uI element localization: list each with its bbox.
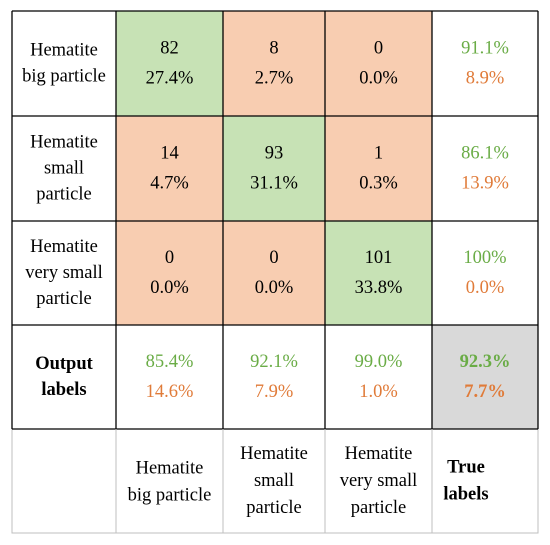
matrix-cell-0-0 [116, 11, 223, 116]
true-labels-heading-line-1: labels [443, 485, 488, 505]
row-label-2-line-1: very small [25, 263, 103, 283]
col-summary-correct-2: 99.0% [355, 352, 403, 372]
matrix-cell-1-0 [116, 116, 223, 221]
row-label-1-line-1: small [44, 159, 84, 179]
matrix-cell-1-1 [223, 116, 325, 221]
row-label-2-line-0: Hematite [30, 237, 98, 257]
output-labels-heading-line-0: Output [35, 354, 93, 374]
matrix-cell-2-2 [325, 221, 432, 325]
cell-percent-1-2: 0.3% [359, 174, 398, 194]
row-summary-error-1: 13.9% [461, 174, 509, 194]
cell-percent-2-2: 33.8% [355, 278, 403, 298]
matrix-cell-1-2 [325, 116, 432, 221]
row-label-1-line-2: particle [36, 185, 91, 205]
matrix-cell-0-2 [325, 11, 432, 116]
matrix-cell-2-0 [116, 221, 223, 325]
cell-count-0-2: 0 [374, 39, 383, 59]
row-summary-correct-0: 91.1% [461, 39, 509, 59]
cell-count-1-0: 14 [160, 144, 179, 164]
row-summary-error-2: 0.0% [466, 278, 505, 298]
column-label-2-line-1: very small [340, 471, 418, 491]
cell-count-2-1: 0 [269, 248, 278, 268]
row-label-2-line-2: particle [36, 289, 91, 309]
cell-percent-0-0: 27.4% [146, 69, 194, 89]
column-label-1-line-2: particle [246, 498, 301, 518]
col-summary-error-0: 14.6% [146, 382, 194, 402]
cell-percent-2-1: 0.0% [255, 278, 294, 298]
cell-percent-1-1: 31.1% [250, 174, 298, 194]
column-label-0-line-0: Hematite [136, 459, 204, 479]
cell-count-2-2: 101 [365, 248, 393, 268]
column-label-2-line-2: particle [351, 498, 406, 518]
col-summary-correct-1: 92.1% [250, 352, 298, 372]
cell-count-0-0: 82 [160, 39, 179, 59]
cell-percent-0-1: 2.7% [255, 69, 294, 89]
col-summary-error-1: 7.9% [255, 382, 294, 402]
overall-accuracy: 92.3% [460, 352, 511, 372]
col-summary-correct-0: 85.4% [146, 352, 194, 372]
col-summary-error-2: 1.0% [359, 382, 398, 402]
cell-count-1-2: 1 [374, 144, 383, 164]
row-label-0-line-1: big particle [22, 67, 106, 87]
overall-error: 7.7% [464, 382, 506, 402]
cell-percent-0-2: 0.0% [359, 69, 398, 89]
cell-count-1-1: 93 [265, 144, 284, 164]
matrix-cell-2-1 [223, 221, 325, 325]
column-label-1-line-0: Hematite [240, 444, 308, 464]
cell-count-2-0: 0 [165, 248, 174, 268]
column-label-0-line-1: big particle [128, 486, 212, 506]
true-labels-heading-line-0: True [447, 458, 485, 478]
output-labels-heading-line-1: labels [41, 380, 86, 400]
row-label-0-line-0: Hematite [30, 41, 98, 61]
column-label-2-line-0: Hematite [345, 444, 413, 464]
row-summary-error-0: 8.9% [466, 69, 505, 89]
cell-count-0-1: 8 [269, 39, 278, 59]
matrix-cell-0-1 [223, 11, 325, 116]
overall-accuracy-cell [432, 325, 538, 429]
cell-percent-2-0: 0.0% [150, 278, 189, 298]
cell-percent-1-0: 4.7% [150, 174, 189, 194]
row-summary-correct-1: 86.1% [461, 144, 509, 164]
column-label-1-line-1: small [254, 471, 294, 491]
row-summary-correct-2: 100% [463, 248, 506, 268]
row-label-1-line-0: Hematite [30, 133, 98, 153]
